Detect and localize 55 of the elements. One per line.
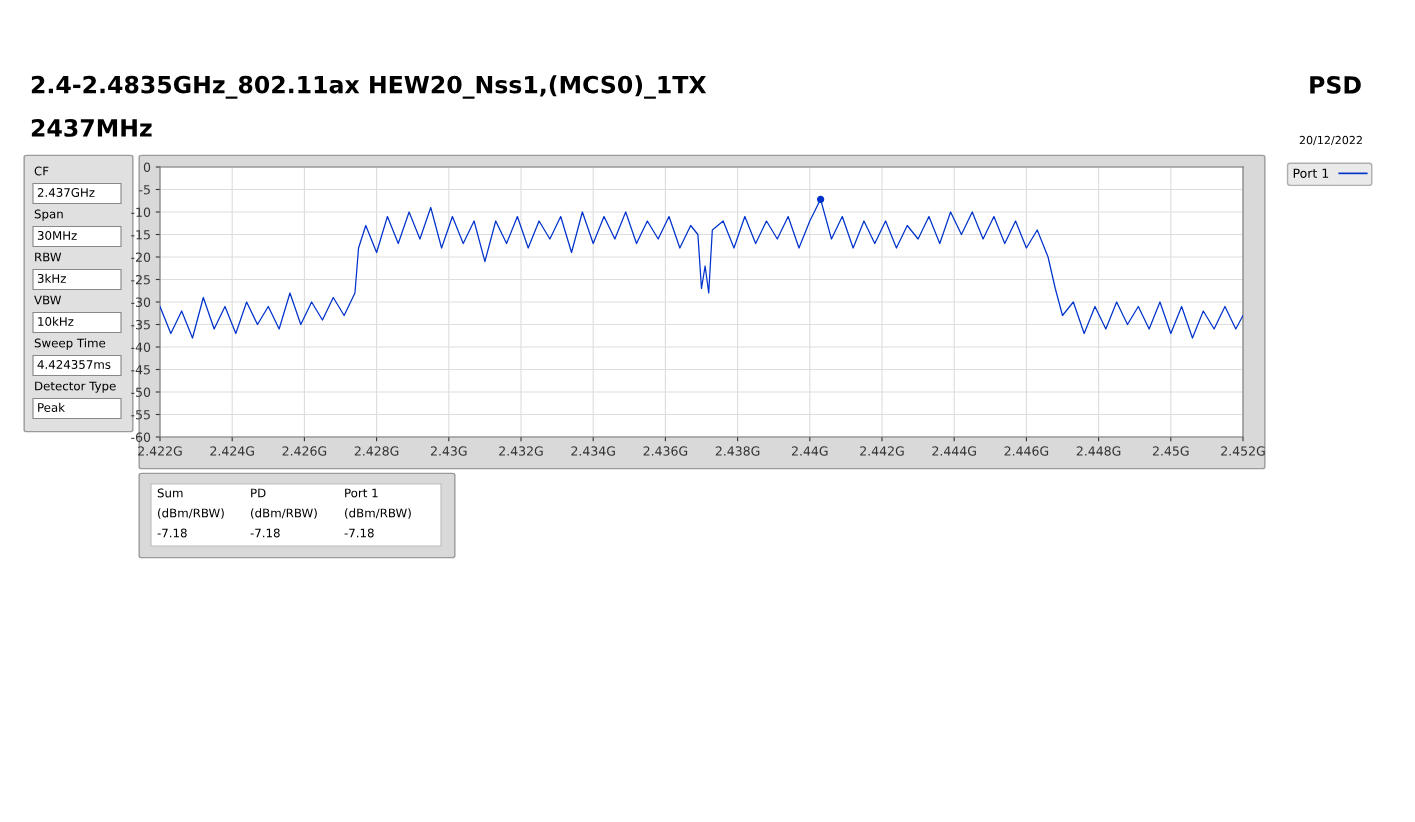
x-tick-label: 2.432G bbox=[499, 446, 543, 456]
x-tick-label: 2.442G bbox=[860, 446, 904, 456]
legend-label: Port 1 bbox=[1293, 168, 1329, 178]
x-tick-label: 2.424G bbox=[210, 446, 254, 456]
text: PSD bbox=[1310, 75, 1361, 94]
text: RBW bbox=[35, 252, 62, 262]
y-tick-label: -40 bbox=[131, 342, 151, 352]
x-tick-label: 2.446G bbox=[1004, 446, 1049, 456]
chart-title: 2.4-2.4835GHz_802.11ax HEW20_Nss1,(MCS0)_1TX bbox=[31, 75, 707, 99]
text: Span bbox=[34, 209, 63, 221]
x-tick-label: 2.43G bbox=[430, 446, 467, 456]
text: Peak bbox=[38, 402, 65, 412]
text: -7.18 bbox=[250, 528, 280, 538]
text: VBW bbox=[34, 295, 62, 305]
text: 3kHz bbox=[37, 273, 66, 283]
y-tick-label: -20 bbox=[131, 252, 151, 262]
y-tick-label: -25 bbox=[131, 274, 150, 285]
y-tick-label: -60 bbox=[131, 432, 151, 442]
x-tick-label: 2.434G bbox=[571, 446, 615, 456]
x-tick-label: 2.452G bbox=[1221, 446, 1265, 456]
text: Detector Type bbox=[35, 381, 116, 393]
x-tick-label: 2.45G bbox=[1152, 446, 1189, 456]
text: PD bbox=[251, 488, 266, 498]
chart-subtitle: 2437MHz bbox=[31, 118, 152, 137]
text: 30MHz bbox=[37, 231, 77, 240]
x-tick-label: 2.428G bbox=[354, 446, 399, 456]
text: 2.437GHz bbox=[37, 188, 95, 197]
text: 20/12/2022 bbox=[1299, 135, 1362, 146]
x-tick-label: 2.444G bbox=[932, 446, 976, 456]
text: 10kHz bbox=[38, 316, 74, 326]
text: (dBm/RBW) bbox=[158, 508, 224, 519]
text: Port 1 bbox=[345, 488, 378, 498]
x-tick-label: 2.44G bbox=[791, 446, 828, 456]
y-tick-label: -50 bbox=[131, 387, 151, 397]
text: CF bbox=[34, 166, 49, 176]
y-tick-label: -10 bbox=[131, 207, 151, 217]
text: (dBm/RBW) bbox=[251, 508, 317, 519]
x-tick-label: 2.426G bbox=[282, 446, 327, 456]
y-tick-label: -30 bbox=[131, 297, 151, 307]
y-tick-label: -45 bbox=[131, 365, 150, 375]
x-tick-label: 2.436G bbox=[643, 446, 688, 456]
x-tick-label: 2.438G bbox=[715, 446, 760, 456]
y-tick-label: 0 bbox=[143, 162, 151, 172]
y-tick-label: -5 bbox=[139, 185, 150, 195]
y-tick-label: -15 bbox=[131, 230, 150, 240]
text: (dBm/RBW) bbox=[345, 508, 411, 519]
text: 4.424357ms bbox=[37, 360, 111, 369]
x-tick-label: 2.422G bbox=[138, 446, 182, 456]
text: Sweep Time bbox=[34, 338, 106, 350]
y-tick-label: -35 bbox=[131, 319, 150, 330]
text: -7.18 bbox=[157, 528, 187, 538]
y-tick-label: -55 bbox=[131, 410, 150, 420]
text: -7.18 bbox=[344, 528, 374, 538]
text: Sum bbox=[157, 488, 183, 498]
x-tick-label: 2.448G bbox=[1076, 446, 1121, 456]
